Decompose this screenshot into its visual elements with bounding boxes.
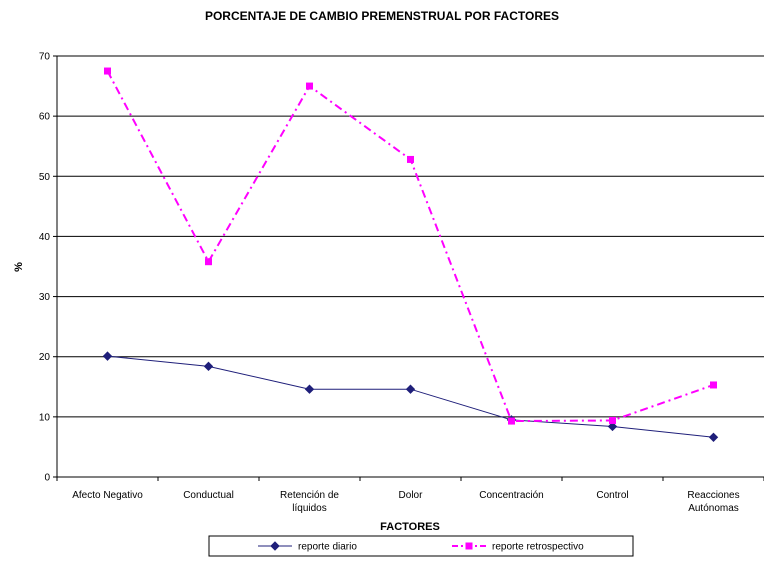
data-point [710,381,717,389]
data-point [405,384,416,394]
legend-label: reporte diario [298,542,357,553]
data-point [708,432,719,443]
legend-marker [270,541,280,551]
y-tick-label: 60 [39,112,51,123]
data-point [205,258,212,266]
x-tick-label: Dolor [399,490,424,501]
y-tick-label: 10 [39,412,51,423]
data-point [102,351,113,361]
data-point [607,421,618,432]
data-point [609,416,616,424]
legend-marker [465,542,473,550]
data-point [508,417,515,425]
data-point [304,384,315,394]
x-axis-title: FACTORES [380,521,440,533]
plot-area [57,56,764,477]
x-tick-label: Afecto Negativo [72,490,143,501]
data-point [203,361,214,372]
series-2 [104,67,717,425]
legend: reporte diario reporte retrospectivo [208,535,634,557]
y-axis-ticks: 0 10 20 30 40 50 60 70 [39,52,57,484]
x-tick-label: Concentración [479,490,543,501]
y-tick-label: 30 [39,292,51,303]
x-tick-label: Control [596,490,628,501]
x-tick-label: Reacciones [687,490,739,501]
y-tick-label: 20 [39,352,51,363]
y-tick-label: 50 [39,172,51,183]
series [102,67,719,443]
x-tick-label: líquidos [292,503,326,514]
y-tick-label: 0 [44,473,50,484]
chart-title: PORCENTAJE DE CAMBIO PREMENSTRUAL POR FA… [205,9,559,23]
x-axis-ticks: Afecto Negativo Conductual Retención de líq… [56,477,764,514]
series-1 [102,351,719,443]
x-tick-label: Retención de [280,490,339,501]
legend-label: reporte retrospectivo [492,542,584,553]
data-point [104,67,111,75]
y-axis-title: % [13,262,25,272]
series-line [107,355,714,438]
series-line [106,70,714,423]
x-tick-label: Autónomas [688,503,739,514]
legend-box [208,535,634,557]
gridlines [57,55,764,418]
y-tick-label: 40 [39,232,51,243]
data-point [306,82,313,90]
data-point [407,155,414,163]
y-tick-label: 70 [39,52,51,63]
x-tick-label: Conductual [183,490,234,501]
